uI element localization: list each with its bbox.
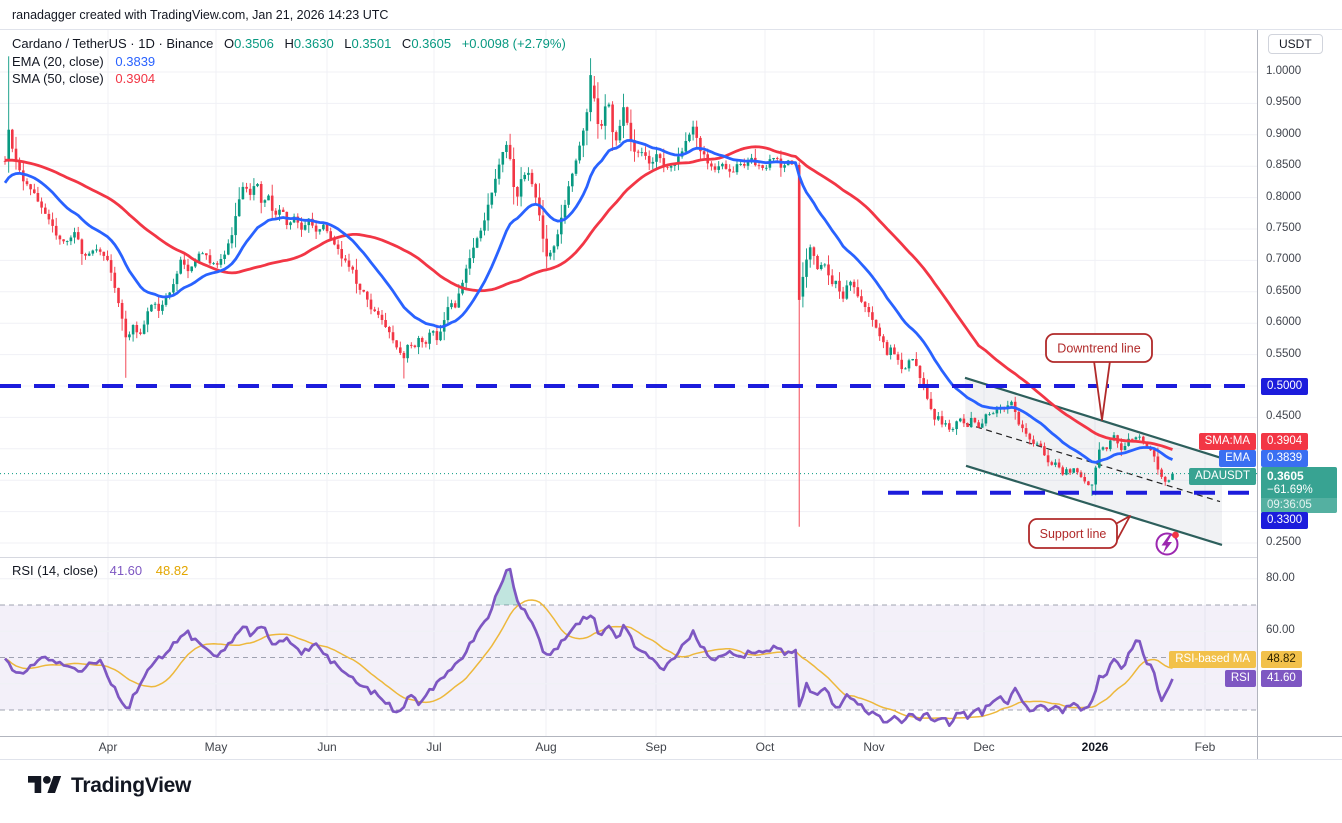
downtrend-line[interactable] (964, 376, 1223, 460)
ema-legend-value: 0.3839 (115, 54, 156, 69)
ema-price-badge[interactable]: 0.3839 (1261, 450, 1309, 467)
symbol-legend-row[interactable]: Cardano / TetherUS · 1D · Binance O0.350… (12, 36, 566, 51)
time-label-May[interactable]: May (204, 740, 228, 754)
ohlc-open-value: 0.3506 (234, 36, 274, 51)
time-gridlines (107, 30, 1206, 558)
rsi-overbought-fill (495, 569, 518, 605)
time-axis-bottom-border (0, 759, 1342, 760)
ohlc-close-label: C (401, 36, 412, 51)
price-tick: 0.8500 (1266, 159, 1302, 172)
time-label-Oct[interactable]: Oct (755, 740, 775, 754)
rsi-value-badge[interactable]: 41.60 (1261, 670, 1302, 687)
sma-legend-label[interactable]: SMA (50, close) (12, 71, 104, 86)
rsi-chart-svg[interactable] (0, 558, 1257, 736)
rsi-tick: 60.00 (1266, 624, 1295, 637)
rsi-ma-line[interactable] (4, 599, 1173, 720)
support-callout[interactable]: Support line (1028, 515, 1131, 549)
currency-toggle-button[interactable]: USDT (1268, 34, 1323, 54)
ohlc-high-value: 0.3630 (293, 36, 334, 51)
rsi-ma-value-badge[interactable]: 48.82 (1261, 651, 1302, 668)
rsi-band (0, 605, 1257, 710)
pane-separator[interactable] (0, 557, 1257, 558)
time-label-Nov[interactable]: Nov (863, 740, 885, 754)
downtrend-callout[interactable]: Downtrend line (1045, 333, 1153, 421)
price-tick: 0.8000 (1266, 190, 1302, 203)
drawdown-percent: −61.69% (1267, 484, 1313, 496)
rsi-pane-label[interactable]: RSI (1224, 670, 1256, 687)
ema-legend-row[interactable]: EMA (20, close) 0.3839 (12, 54, 155, 69)
price-chart-svg[interactable]: Downtrend line Support line (0, 30, 1257, 558)
ohlc-close-value: 0.3605 (411, 36, 452, 51)
axis-border (1257, 30, 1258, 759)
price-tick: 0.7000 (1266, 253, 1302, 266)
rsi-tick: 80.00 (1266, 571, 1295, 584)
rsi-line[interactable] (3, 567, 1174, 728)
price-tick: 0.9000 (1266, 127, 1302, 140)
price-tick: 0.6500 (1266, 284, 1302, 297)
sma-price-badge[interactable]: 0.3904 (1261, 433, 1309, 450)
channel-midline[interactable] (965, 423, 1221, 503)
time-label-Jun[interactable]: Jun (317, 740, 337, 754)
price-tick: 0.6000 (1266, 316, 1302, 329)
time-axis[interactable]: Apr May Jun Jul Aug Sep Oct Nov Dec 2026 Feb (0, 737, 1342, 759)
time-label-Sep[interactable]: Sep (645, 740, 667, 754)
support-price-badge[interactable]: 0.3300 (1261, 512, 1309, 529)
sma-pane-label[interactable]: SMA:MA (1198, 433, 1256, 450)
sma-50-line[interactable] (4, 145, 1173, 451)
price-tick: 0.9500 (1266, 96, 1302, 109)
tradingview-logo[interactable]: TradingView (28, 772, 191, 799)
price-tick: 0.4500 (1266, 410, 1302, 423)
ohlc-low-label: L (344, 36, 352, 51)
bar-countdown: 09:36:05 (1261, 498, 1337, 513)
price-tick: 1.0000 (1266, 65, 1302, 77)
support-line[interactable] (965, 464, 1223, 546)
price-tick: 0.2500 (1266, 536, 1302, 548)
ohlc-change-value: +0.0098 (+2.79%) (461, 36, 566, 51)
resistance-price-badge[interactable]: 0.5000 (1261, 378, 1309, 395)
ema-pane-label[interactable]: EMA (1219, 450, 1256, 467)
price-tick: 0.5500 (1266, 347, 1302, 360)
tradingview-logo-text: TradingView (71, 773, 192, 797)
last-price-value: 0.3605 (1267, 469, 1304, 483)
time-label-Jul[interactable]: Jul (426, 740, 442, 754)
time-label-2026[interactable]: 2026 (1081, 740, 1109, 754)
flash-icon[interactable] (1155, 531, 1179, 556)
time-label-Dec[interactable]: Dec (973, 740, 995, 754)
time-label-Apr[interactable]: Apr (98, 740, 118, 754)
svg-text:Support line: Support line (1040, 527, 1107, 541)
rsi-legend-label[interactable]: RSI (14, close) (12, 563, 98, 578)
ohlc-high-label: H (284, 36, 294, 51)
rsi-legend-value: 41.60 (109, 563, 143, 578)
sma-legend-row[interactable]: SMA (50, close) 0.3904 (12, 71, 155, 86)
time-label-Feb[interactable]: Feb (1194, 740, 1216, 754)
ema-20-line[interactable] (3, 139, 1174, 464)
symbol-pane-label[interactable]: ADAUSDT (1189, 468, 1256, 485)
ohlc-open-label: O (224, 36, 235, 51)
ema-legend-label[interactable]: EMA (20, close) (12, 54, 104, 69)
sma-legend-value: 0.3904 (115, 71, 156, 86)
svg-text:Downtrend line: Downtrend line (1057, 342, 1140, 356)
symbol-title[interactable]: Cardano / TetherUS · 1D · Binance (12, 36, 214, 51)
rsi-ma-legend-value: 48.82 (155, 563, 189, 578)
tradingview-logo-mark (28, 775, 62, 794)
last-price-badge[interactable]: 0.3605 −61.69% 09:36:05 (1261, 467, 1337, 513)
ohlc-low-value: 0.3501 (351, 36, 392, 51)
time-axis-border (0, 736, 1342, 737)
rsi-ma-pane-label[interactable]: RSI-based MA (1169, 651, 1256, 668)
time-label-Aug[interactable]: Aug (535, 740, 557, 754)
price-tick: 0.7500 (1266, 222, 1302, 234)
rsi-legend-row[interactable]: RSI (14, close) 41.60 48.82 (12, 563, 188, 578)
attribution-bar: ranadagger created with TradingView.com,… (0, 0, 1342, 30)
